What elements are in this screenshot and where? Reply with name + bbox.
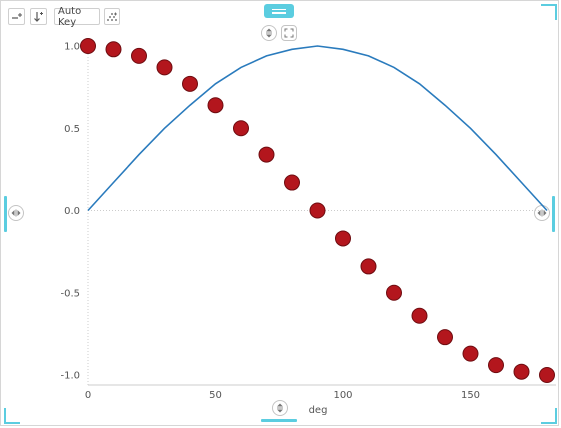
expand-vertical-icon[interactable] xyxy=(272,400,288,416)
drag-handle-icon[interactable] xyxy=(264,4,294,18)
line-series xyxy=(87,45,548,212)
scatter-point xyxy=(207,97,224,114)
scatter-point xyxy=(80,38,96,54)
y-tick-label: -1.0 xyxy=(60,371,80,382)
y-tick-label: 1.0 xyxy=(64,42,80,53)
auto-key-button[interactable]: Auto Key xyxy=(54,5,100,28)
left-resize-bar[interactable] xyxy=(4,196,7,232)
scatter-point xyxy=(156,59,173,76)
scatter-point xyxy=(105,41,122,58)
scatter-point xyxy=(182,75,198,92)
scatter-points-icon[interactable] xyxy=(104,8,120,25)
bottom-resize-bar[interactable] xyxy=(261,419,297,422)
scatter-point xyxy=(309,202,326,219)
insert-line-icon[interactable] xyxy=(8,8,25,25)
scatter-point xyxy=(513,363,530,380)
scatter-point xyxy=(462,345,479,362)
fullscreen-icon[interactable] xyxy=(281,25,297,41)
scatter-point xyxy=(284,174,300,191)
sort-down-icon[interactable] xyxy=(30,8,47,25)
scatter-point xyxy=(488,357,504,374)
scatter-point xyxy=(335,230,351,247)
auto-key-label: Auto Key xyxy=(58,5,82,28)
scatter-point xyxy=(539,367,555,383)
scatter-point xyxy=(437,329,453,346)
y-tick-label: 0.0 xyxy=(64,206,80,217)
scatter-point xyxy=(360,258,377,275)
x-tick-label: 0 xyxy=(85,390,91,401)
x-tick-label: 50 xyxy=(209,390,222,401)
x-tick-label: 150 xyxy=(461,390,480,401)
right-resize-bar[interactable] xyxy=(552,196,555,232)
scatter-point xyxy=(258,146,275,163)
expand-vertical-icon[interactable] xyxy=(261,25,277,41)
x-tick-label: 100 xyxy=(333,390,352,401)
resize-horizontal-icon[interactable] xyxy=(8,205,24,221)
scatter-point xyxy=(386,284,402,301)
scatter-point xyxy=(131,47,147,64)
x-axis-label: deg xyxy=(309,405,328,416)
y-tick-label: 0.5 xyxy=(64,124,80,135)
scatter-point xyxy=(411,307,428,324)
scatter-point xyxy=(233,120,249,137)
y-tick-label: -0.5 xyxy=(60,288,80,299)
